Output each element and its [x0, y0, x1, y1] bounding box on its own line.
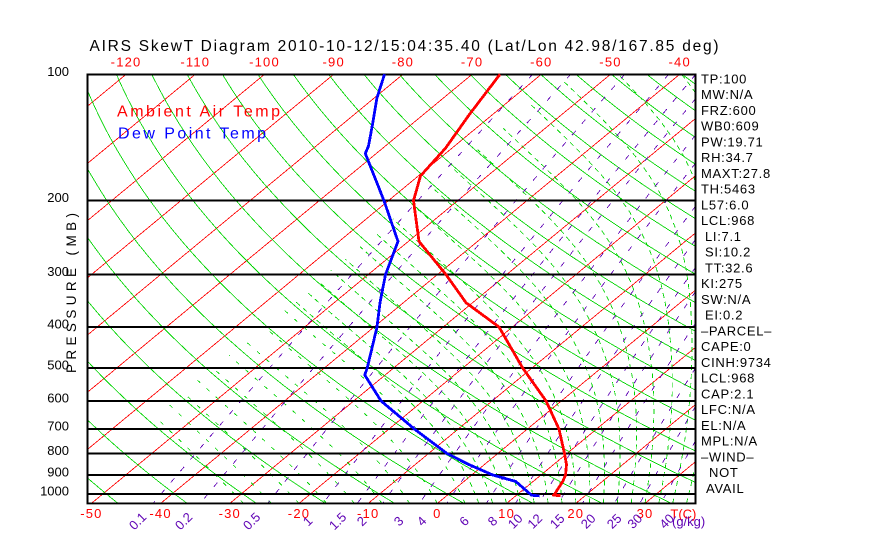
svg-text:20: 20 — [567, 506, 584, 521]
svg-text:-20: -20 — [288, 506, 310, 521]
svg-text:CINH:9734: CINH:9734 — [701, 355, 772, 370]
svg-text:-100: -100 — [249, 55, 280, 70]
svg-text:10: 10 — [498, 506, 515, 521]
svg-text:100: 100 — [47, 64, 69, 79]
svg-text:TP:100: TP:100 — [701, 71, 747, 86]
svg-text:-90: -90 — [323, 55, 345, 70]
svg-text:KI:275: KI:275 — [701, 276, 743, 291]
svg-text:-80: -80 — [392, 55, 414, 70]
svg-text:600: 600 — [47, 391, 69, 406]
svg-text:30: 30 — [637, 506, 654, 521]
svg-text:-70: -70 — [461, 55, 483, 70]
svg-text:SI:10.2: SI:10.2 — [705, 245, 751, 260]
svg-text:-40: -40 — [149, 506, 171, 521]
svg-text:CAPE:0: CAPE:0 — [701, 339, 751, 354]
svg-text:200: 200 — [47, 190, 69, 205]
svg-text:MPL:N/A: MPL:N/A — [701, 434, 758, 449]
svg-text:EI:0.2: EI:0.2 — [705, 308, 743, 323]
svg-text:NOT: NOT — [709, 465, 739, 480]
svg-text:T(C): T(C) — [670, 507, 696, 522]
svg-text:CAP:2.1: CAP:2.1 — [701, 386, 754, 401]
svg-text:900: 900 — [47, 465, 69, 480]
svg-text:-120: -120 — [111, 55, 142, 70]
svg-text:RH:34.7: RH:34.7 — [701, 150, 754, 165]
svg-text:500: 500 — [47, 357, 69, 372]
svg-text:-40: -40 — [669, 55, 691, 70]
svg-text:1000: 1000 — [40, 484, 69, 499]
svg-text:EL:N/A: EL:N/A — [701, 418, 746, 433]
svg-text:-50: -50 — [599, 55, 621, 70]
svg-text:FRZ:600: FRZ:600 — [701, 103, 756, 118]
svg-text:LI:7.1: LI:7.1 — [705, 229, 742, 244]
svg-text:LCL:968: LCL:968 — [701, 213, 755, 228]
svg-text:0: 0 — [433, 506, 441, 521]
svg-text:PW:19.71: PW:19.71 — [701, 134, 763, 149]
svg-text:400: 400 — [47, 317, 69, 332]
svg-text:–PARCEL–: –PARCEL– — [701, 323, 772, 338]
svg-text:TH:5463: TH:5463 — [701, 182, 756, 197]
svg-text:-110: -110 — [180, 55, 210, 70]
svg-text:AVAIL: AVAIL — [706, 481, 744, 496]
svg-text:SW:N/A: SW:N/A — [701, 292, 751, 307]
svg-text:L57:6.0: L57:6.0 — [701, 197, 749, 212]
svg-text:-50: -50 — [80, 506, 102, 521]
svg-text:MAXT:27.8: MAXT:27.8 — [701, 166, 771, 181]
svg-text:-30: -30 — [219, 506, 241, 521]
svg-text:LCL:968: LCL:968 — [701, 371, 755, 386]
svg-text:800: 800 — [47, 443, 69, 458]
svg-text:Dew Point Temp: Dew Point Temp — [118, 126, 266, 143]
svg-text:Ambient Air Temp: Ambient Air Temp — [117, 104, 280, 121]
svg-text:–WIND–: –WIND– — [701, 449, 754, 464]
svg-text:LFC:N/A: LFC:N/A — [701, 402, 756, 417]
svg-text:WB0:609: WB0:609 — [701, 119, 759, 134]
svg-text:700: 700 — [47, 419, 69, 434]
svg-text:TT:32.6: TT:32.6 — [705, 260, 753, 275]
svg-text:-10: -10 — [357, 506, 379, 521]
svg-text:AIRS SkewT Diagram 2010-10-12/: AIRS SkewT Diagram 2010-10-12/15:04:35.4… — [90, 38, 719, 55]
svg-text:MW:N/A: MW:N/A — [701, 87, 753, 102]
svg-text:-60: -60 — [530, 55, 552, 70]
svg-text:(g/kg): (g/kg) — [672, 514, 705, 529]
svg-text:300: 300 — [47, 264, 69, 279]
